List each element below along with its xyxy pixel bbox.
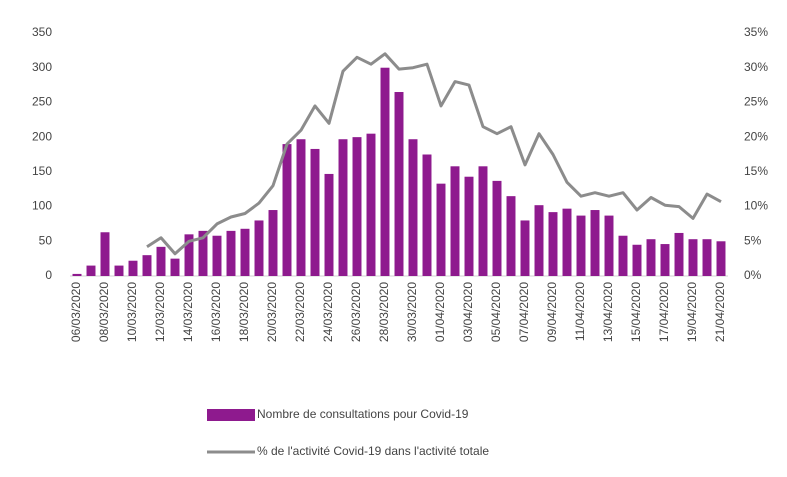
x-tick-label: 09/04/2020 bbox=[545, 282, 559, 342]
bar bbox=[716, 241, 726, 276]
x-tick-label: 19/04/2020 bbox=[685, 282, 699, 342]
bar bbox=[422, 154, 432, 276]
bar bbox=[254, 220, 264, 276]
x-tick-label: 18/03/2020 bbox=[237, 282, 251, 342]
x-tick-label: 05/04/2020 bbox=[489, 282, 503, 342]
bar bbox=[590, 210, 600, 276]
bar bbox=[86, 265, 96, 276]
bar bbox=[534, 205, 544, 276]
bar bbox=[72, 273, 82, 276]
bar bbox=[576, 215, 586, 276]
y-tick-label: 200 bbox=[32, 129, 52, 143]
bar bbox=[394, 92, 404, 276]
y-tick-label: 150 bbox=[32, 164, 52, 178]
y2-tick-label: 15% bbox=[744, 164, 768, 178]
bar bbox=[282, 144, 292, 276]
y2-tick-label: 10% bbox=[744, 199, 768, 213]
line bbox=[146, 52, 722, 256]
bar bbox=[492, 180, 502, 276]
bar bbox=[436, 183, 446, 276]
bar bbox=[506, 196, 516, 276]
legend-label: Nombre de consultations pour Covid-19 bbox=[257, 407, 469, 421]
x-tick-label: 14/03/2020 bbox=[181, 282, 195, 342]
bar bbox=[198, 230, 208, 276]
bar bbox=[184, 234, 194, 276]
bar bbox=[114, 265, 124, 276]
bar bbox=[688, 239, 698, 276]
y-tick-label: 100 bbox=[32, 199, 52, 213]
bar bbox=[702, 239, 712, 276]
x-tick-label: 17/04/2020 bbox=[657, 282, 671, 342]
bar bbox=[338, 139, 348, 276]
bar bbox=[450, 166, 460, 276]
bar bbox=[170, 258, 180, 276]
bar bbox=[674, 232, 684, 276]
y2-tick-label: 20% bbox=[744, 129, 768, 143]
y-tick-label: 250 bbox=[32, 95, 52, 109]
x-tick-label: 30/03/2020 bbox=[405, 282, 419, 342]
bar bbox=[142, 255, 152, 276]
x-tick-label: 03/04/2020 bbox=[461, 282, 475, 342]
y-tick-label: 50 bbox=[39, 233, 53, 247]
y2-tick-label: 35% bbox=[744, 25, 768, 39]
x-tick-label: 21/04/2020 bbox=[713, 282, 727, 342]
x-tick-label: 20/03/2020 bbox=[265, 282, 279, 342]
y-tick-label: 300 bbox=[32, 60, 52, 74]
y2-tick-label: 5% bbox=[744, 233, 762, 247]
bar bbox=[324, 173, 334, 276]
bar bbox=[240, 228, 250, 276]
bar bbox=[562, 208, 572, 276]
legend-label: % de l'activité Covid-19 dans l'activité… bbox=[257, 444, 489, 458]
x-tick-label: 11/04/2020 bbox=[573, 282, 587, 341]
bar bbox=[618, 235, 628, 276]
bar bbox=[212, 235, 222, 276]
x-tick-label: 12/03/2020 bbox=[153, 282, 167, 342]
y-tick-label: 0 bbox=[45, 268, 52, 282]
bar bbox=[268, 210, 278, 276]
x-tick-label: 01/04/2020 bbox=[433, 282, 447, 342]
x-tick-label: 28/03/2020 bbox=[377, 282, 391, 342]
y-tick-label: 350 bbox=[32, 25, 52, 39]
bar bbox=[464, 176, 474, 276]
bar bbox=[352, 137, 362, 276]
bar bbox=[632, 244, 642, 276]
bar bbox=[296, 139, 306, 276]
legend-swatch bbox=[207, 409, 255, 421]
bar bbox=[226, 230, 236, 276]
bar bbox=[128, 260, 138, 276]
y2-tick-label: 25% bbox=[744, 95, 768, 109]
bar bbox=[660, 244, 670, 276]
bar bbox=[380, 67, 390, 276]
x-tick-label: 06/03/2020 bbox=[69, 282, 83, 342]
x-tick-label: 22/03/2020 bbox=[293, 282, 307, 342]
y2-tick-label: 0% bbox=[744, 268, 762, 282]
bar bbox=[520, 220, 530, 276]
bar bbox=[646, 239, 656, 276]
bar bbox=[478, 166, 488, 276]
bar bbox=[310, 148, 320, 276]
x-tick-label: 16/03/2020 bbox=[209, 282, 223, 342]
bar bbox=[408, 139, 418, 276]
y2-tick-label: 30% bbox=[744, 60, 768, 74]
x-tick-label: 24/03/2020 bbox=[321, 282, 335, 342]
x-tick-label: 15/04/2020 bbox=[629, 282, 643, 342]
bar bbox=[100, 232, 110, 276]
x-tick-label: 10/03/2020 bbox=[125, 282, 139, 342]
x-tick-label: 08/03/2020 bbox=[97, 282, 111, 342]
x-tick-label: 07/04/2020 bbox=[517, 282, 531, 342]
x-tick-label: 26/03/2020 bbox=[349, 282, 363, 342]
bar bbox=[604, 215, 614, 276]
bar bbox=[156, 246, 166, 276]
bar bbox=[366, 133, 376, 276]
x-tick-label: 13/04/2020 bbox=[601, 282, 615, 342]
bar bbox=[548, 212, 558, 276]
